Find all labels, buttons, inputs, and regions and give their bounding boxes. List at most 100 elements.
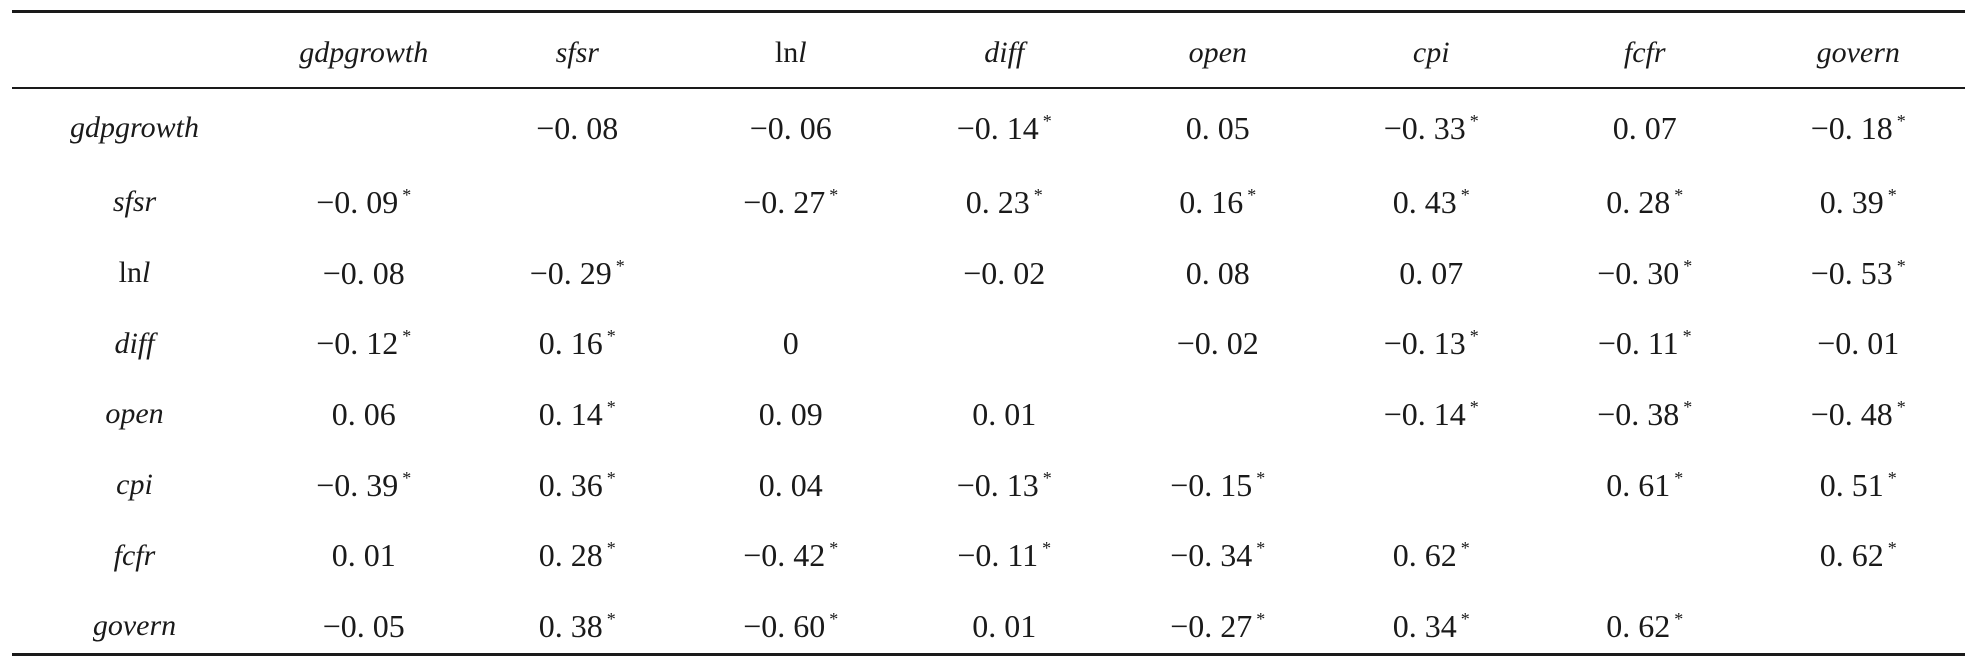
significance-marker: *	[615, 255, 625, 276]
cell-value: 0. 62	[1819, 537, 1884, 574]
table-cell: 0. 06	[257, 379, 471, 450]
row-header: sfsr	[112, 185, 157, 219]
significance-marker: *	[1682, 326, 1692, 347]
cell-value: −0. 15	[1170, 466, 1253, 503]
significance-marker: *	[606, 538, 616, 559]
table-cell: −0. 02	[898, 238, 1112, 309]
table-row: fcfr 0. 01 0. 28 * −0. 42 * −0. 11 * −0. 34 * 0. 6…	[12, 520, 1965, 591]
cell-value: −0. 38	[1597, 395, 1680, 432]
table-cell	[1111, 379, 1325, 450]
table-cell: 0. 62 *	[1538, 591, 1752, 662]
cell-value: −0. 13	[1383, 325, 1466, 362]
table-cell: −0. 60 *	[684, 591, 898, 662]
table-cell: 0. 51 *	[1752, 450, 1966, 521]
bottom-rule	[12, 653, 1965, 656]
table-cell: −0. 18 *	[1752, 89, 1966, 167]
significance-marker: *	[1247, 184, 1257, 205]
table-cell: 0. 62 *	[1325, 520, 1539, 591]
cell-value: 0. 04	[758, 466, 823, 503]
significance-marker: *	[829, 184, 839, 205]
table-row: open 0. 06 0. 14 * 0. 09 0. 01 −0. 14 * −0. 38 * −…	[12, 379, 1965, 450]
cell-value: −0. 08	[536, 109, 619, 146]
table-cell: 0. 01	[898, 379, 1112, 450]
cell-value: 0. 14	[538, 395, 603, 432]
table-cell: −0. 53 *	[1752, 238, 1966, 309]
column-header: open	[1188, 36, 1247, 69]
significance-marker: *	[402, 467, 412, 488]
table-cell: 0. 07	[1538, 89, 1752, 167]
table-cell: −0. 08	[471, 89, 685, 167]
row-header: fcfr	[113, 538, 156, 572]
table-cell: 0. 34 *	[1325, 591, 1539, 662]
table-cell: 0. 16 *	[471, 308, 685, 379]
significance-marker: *	[1460, 184, 1470, 205]
cell-value: 0	[782, 325, 799, 362]
header-rule	[12, 87, 1965, 89]
cell-value: −0. 12	[316, 325, 399, 362]
cell-value: −0. 02	[963, 254, 1046, 291]
row-header: lnl	[118, 256, 151, 290]
significance-marker: *	[402, 326, 412, 347]
table-cell: −0. 13 *	[1325, 308, 1539, 379]
table-cell: −0. 11 *	[1538, 308, 1752, 379]
significance-marker: *	[1896, 255, 1906, 276]
significance-marker: *	[606, 608, 616, 629]
cell-value: 0. 23	[965, 183, 1030, 220]
cell-value: −0. 09	[316, 183, 399, 220]
cell-value: 0. 07	[1612, 109, 1677, 146]
cell-value: −0. 27	[743, 183, 826, 220]
table-cell: −0. 14 *	[898, 89, 1112, 167]
table-cell: −0. 42 *	[684, 520, 898, 591]
significance-marker: *	[829, 608, 839, 629]
significance-marker: *	[1683, 255, 1693, 276]
cell-value: 0. 61	[1606, 466, 1671, 503]
cell-value: 0. 06	[331, 395, 396, 432]
table-cell: −0. 27 *	[684, 167, 898, 238]
significance-marker: *	[1042, 110, 1052, 131]
table-cell: −0. 08	[257, 238, 471, 309]
table-row: sfsr −0. 09 * −0. 27 * 0. 23 * 0. 16 * 0. 43 * 0. 2…	[12, 167, 1965, 238]
table-cell: 0. 62 *	[1752, 520, 1966, 591]
table-cell: −0. 06	[684, 89, 898, 167]
table-cell	[257, 89, 471, 167]
cell-value: −0. 48	[1810, 395, 1893, 432]
cell-value: −0. 05	[322, 607, 405, 644]
table-cell: −0. 38 *	[1538, 379, 1752, 450]
correlation-table-container: gdpgrowth sfsr lnl diff open cpi fcfr govern gd…	[12, 0, 1965, 664]
row-header: gdpgrowth	[70, 111, 199, 144]
table-cell: −0. 02	[1111, 308, 1325, 379]
table-cell: 0. 16 *	[1111, 167, 1325, 238]
cell-value: −0. 29	[529, 254, 612, 291]
row-header: open	[105, 397, 164, 431]
table-cell: 0. 07	[1325, 238, 1539, 309]
table-cell: −0. 13 *	[898, 450, 1112, 521]
table-cell: 0. 38 *	[471, 591, 685, 662]
table-cell: 0. 23 *	[898, 167, 1112, 238]
table-cell: −0. 33 *	[1325, 89, 1539, 167]
cell-value: 0. 08	[1185, 254, 1250, 291]
table-row: diff −0. 12 * 0. 16 * 0 −0. 02 −0. 13 * −0. 11 * −0…	[12, 308, 1965, 379]
cell-value: −0. 42	[743, 537, 826, 574]
table-cell: −0. 34 *	[1111, 520, 1325, 591]
table-cell: −0. 11 *	[898, 520, 1112, 591]
table-cell: 0. 61 *	[1538, 450, 1752, 521]
significance-marker: *	[1256, 467, 1266, 488]
cell-value: 0. 38	[538, 607, 603, 644]
table-cell: 0. 09	[684, 379, 898, 450]
cell-value: −0. 06	[749, 109, 832, 146]
cell-value: −0. 14	[956, 109, 1039, 146]
table-cell	[1752, 591, 1966, 662]
cell-value: 0. 16	[1179, 183, 1244, 220]
column-header: sfsr	[555, 36, 599, 69]
row-header: diff	[114, 326, 155, 360]
cell-value: −0. 14	[1383, 395, 1466, 432]
column-header: lnl	[774, 36, 807, 69]
cell-value: 0. 01	[972, 607, 1037, 644]
significance-marker: *	[1469, 326, 1479, 347]
table-cell: −0. 27 *	[1111, 591, 1325, 662]
significance-marker: *	[606, 467, 616, 488]
cell-value: 0. 01	[972, 395, 1037, 432]
significance-marker: *	[606, 396, 616, 417]
cell-value: 0. 05	[1185, 109, 1250, 146]
table-cell: 0. 28 *	[1538, 167, 1752, 238]
